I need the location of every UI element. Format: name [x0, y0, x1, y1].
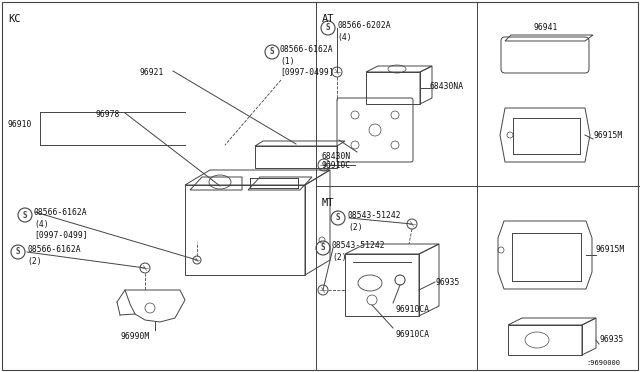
Text: (4): (4) — [34, 220, 49, 229]
Text: MT: MT — [322, 198, 335, 208]
Text: KC: KC — [8, 14, 20, 24]
Text: S: S — [269, 48, 275, 57]
Text: (4): (4) — [337, 33, 351, 42]
Text: (1): (1) — [280, 57, 294, 66]
Text: 08566-6202A: 08566-6202A — [337, 21, 390, 30]
Text: (2): (2) — [348, 223, 363, 232]
Text: S: S — [22, 211, 28, 219]
Text: 96910: 96910 — [8, 120, 33, 129]
Text: 68430N: 68430N — [322, 152, 351, 161]
Text: S: S — [336, 214, 340, 222]
Text: 08566-6162A: 08566-6162A — [27, 245, 81, 254]
Text: 96910CA: 96910CA — [395, 305, 429, 314]
Text: AT: AT — [322, 14, 335, 24]
Text: 08543-51242: 08543-51242 — [348, 211, 402, 220]
Text: 96910C: 96910C — [322, 161, 351, 170]
Text: 96910CA: 96910CA — [395, 330, 429, 339]
Text: (2): (2) — [27, 257, 42, 266]
Text: (2): (2) — [332, 253, 347, 262]
Text: 08566-6162A: 08566-6162A — [34, 208, 88, 217]
Text: 96935: 96935 — [599, 336, 623, 344]
Text: [0997-0499]: [0997-0499] — [34, 230, 88, 239]
Text: S: S — [16, 247, 20, 257]
Text: 08543-51242: 08543-51242 — [332, 241, 386, 250]
Text: 08566-6162A: 08566-6162A — [280, 45, 333, 54]
Text: S: S — [326, 23, 330, 32]
Text: 96978: 96978 — [95, 110, 120, 119]
Text: 96921: 96921 — [140, 68, 164, 77]
Text: :9690000: :9690000 — [586, 360, 620, 366]
Text: 68430NA: 68430NA — [430, 82, 464, 91]
Text: 96915M: 96915M — [596, 246, 625, 254]
Text: 96941: 96941 — [533, 23, 557, 32]
Text: S: S — [321, 244, 325, 253]
Text: 96915M: 96915M — [593, 131, 622, 140]
Text: [0997-0499]: [0997-0499] — [280, 67, 333, 76]
Text: 96935: 96935 — [435, 278, 460, 287]
Text: 96990M: 96990M — [120, 332, 150, 341]
